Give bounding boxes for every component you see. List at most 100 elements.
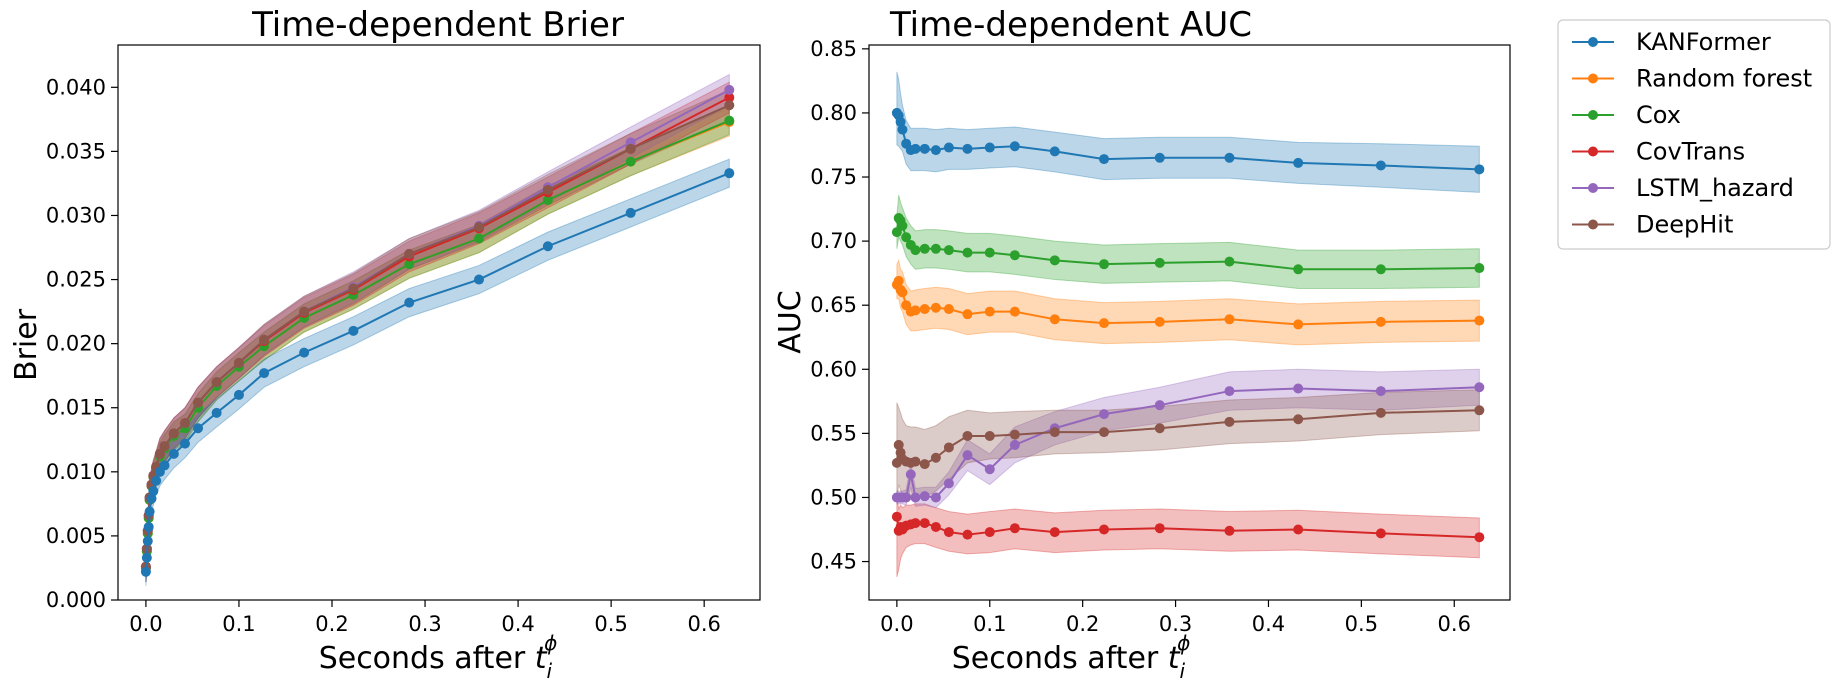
auc-point-cox: [1293, 264, 1304, 275]
brier-point-kanformer: [146, 493, 157, 504]
brier-point-deephit: [259, 334, 270, 345]
auc-point-deephit: [1293, 414, 1304, 425]
brier-point-kanformer: [193, 423, 204, 434]
auc-point-cox: [1474, 263, 1485, 274]
legend-item-cox: Cox: [1572, 101, 1681, 129]
auc-band-kanformer: [896, 71, 1480, 193]
brier-point-kanformer: [299, 347, 310, 358]
auc-point-lstm-hazard: [919, 491, 930, 502]
brier-point-deephit: [625, 143, 636, 154]
auc-title: Time-dependent AUC: [889, 5, 1252, 45]
auc-point-lstm-hazard: [962, 450, 973, 461]
auc-axes-frame: [868, 44, 1511, 601]
auc-point-cox: [897, 220, 908, 231]
auc-point-deephit: [930, 452, 941, 463]
auc-point-lstm-hazard: [1224, 386, 1235, 397]
auc-band-covtrans: [896, 497, 1480, 578]
legend-item-kanformer: KANFormer: [1572, 28, 1771, 56]
auc-ytick-label: 0.55: [810, 421, 857, 445]
auc-xlabel: Seconds after tiϕ: [952, 631, 1191, 683]
auc-point-deephit: [943, 442, 954, 453]
brier-point-lstm-hazard: [724, 84, 735, 95]
auc-xtick-label: 0.1: [973, 612, 1006, 636]
brier-point-cox: [474, 233, 485, 244]
auc-point-cox: [1375, 264, 1386, 275]
brier-ytick-label: 0.040: [46, 75, 106, 99]
brier-point-covtrans: [724, 92, 735, 103]
auc-point-kanformer: [1474, 164, 1485, 175]
auc-point-random-forest: [919, 304, 930, 315]
brier-point-deephit: [211, 377, 222, 388]
brier-point-deephit: [299, 306, 310, 317]
auc-point-covtrans: [1375, 528, 1386, 539]
brier-title: Time-dependent Brier: [251, 5, 624, 45]
auc-ytick-label: 0.65: [810, 293, 857, 317]
auc-point-covtrans: [962, 529, 973, 540]
auc-point-kanformer: [1224, 152, 1235, 163]
brier-point-kanformer: [151, 475, 162, 486]
brier-point-kanformer: [148, 486, 159, 497]
auc-point-covtrans: [919, 518, 930, 529]
auc-point-cox: [1224, 256, 1235, 267]
brier-point-kanformer: [233, 389, 244, 400]
auc-point-cox: [901, 232, 912, 243]
auc-point-cox: [1099, 259, 1110, 270]
auc-point-deephit: [962, 430, 973, 441]
brier-point-kanformer: [404, 297, 415, 308]
legend-label: Random forest: [1636, 65, 1812, 93]
auc-point-kanformer: [919, 143, 930, 154]
auc-ytick-label: 0.70: [810, 229, 857, 253]
auc-point-random-forest: [897, 287, 908, 298]
brier-ylabel: Brier: [9, 308, 44, 381]
auc-point-deephit: [1375, 407, 1386, 418]
auc-point-kanformer: [943, 142, 954, 153]
auc-ytick-label: 0.45: [810, 550, 857, 574]
auc-point-deephit: [1049, 427, 1060, 438]
brier-plot-area: 0.0 0.1 0.2 0.3 0.4 0.5 0.6 0.000 0.005 0.010 0.01…: [46, 73, 735, 636]
brier-point-cox: [542, 195, 553, 206]
auc-point-deephit: [919, 459, 930, 470]
auc-point-lstm-hazard: [910, 492, 921, 503]
auc-point-deephit: [1224, 416, 1235, 427]
brier-point-kanformer: [144, 506, 155, 517]
auc-point-covtrans: [930, 521, 941, 532]
legend-swatch-marker: [1588, 73, 1598, 84]
brier-point-kanformer: [542, 241, 553, 252]
auc-point-cox: [962, 247, 973, 258]
brier-point-kanformer: [168, 448, 179, 459]
auc-point-kanformer: [930, 145, 941, 156]
legend-item-deephit: DeepHit: [1572, 211, 1733, 239]
auc-point-covtrans: [1009, 523, 1020, 534]
auc-point-deephit: [1474, 405, 1485, 416]
legend-item-lstm-hazard: LSTM_hazard: [1572, 174, 1794, 202]
brier-point-cox: [724, 115, 735, 126]
auc-point-covtrans: [1224, 525, 1235, 536]
brier-line-cox: [144, 119, 730, 569]
legend-label: LSTM_hazard: [1636, 174, 1794, 202]
legend-box: [1557, 19, 1831, 250]
auc-point-lstm-hazard: [984, 464, 995, 475]
auc-point-random-forest: [962, 309, 973, 320]
auc-point-deephit: [910, 456, 921, 467]
brier-point-kanformer: [724, 168, 735, 179]
auc-point-covtrans: [943, 527, 954, 538]
legend-swatch-marker: [1588, 37, 1598, 47]
legend-item-random-forest: Random forest: [1572, 65, 1812, 93]
auc-plot-area: 0.0 0.1 0.2 0.3 0.4 0.5 0.6 0.45 0.50 0.55 0.60 0.6…: [810, 37, 1485, 636]
auc-ytick-label: 0.85: [810, 37, 857, 61]
auc-xtick-label: 0.0: [880, 612, 913, 636]
auc-point-kanformer: [910, 143, 921, 154]
auc-point-kanformer: [1154, 152, 1165, 163]
auc-point-random-forest: [1049, 314, 1060, 325]
auc-xtick-label: 0.5: [1345, 612, 1378, 636]
brier-point-deephit: [348, 283, 359, 294]
legend-label: Cox: [1636, 101, 1681, 129]
brier-point-kanformer: [625, 207, 636, 218]
brier-point-deephit: [724, 100, 735, 111]
brier-point-deephit: [159, 441, 170, 452]
auc-point-random-forest: [1375, 316, 1386, 327]
legend: KANFormer Random forest Cox CovTrans LSTM_ha…: [1557, 19, 1831, 250]
auc-point-deephit: [984, 430, 995, 441]
brier-ytick-label: 0.035: [46, 139, 106, 163]
brier-xtick-label: 0.3: [408, 612, 441, 636]
